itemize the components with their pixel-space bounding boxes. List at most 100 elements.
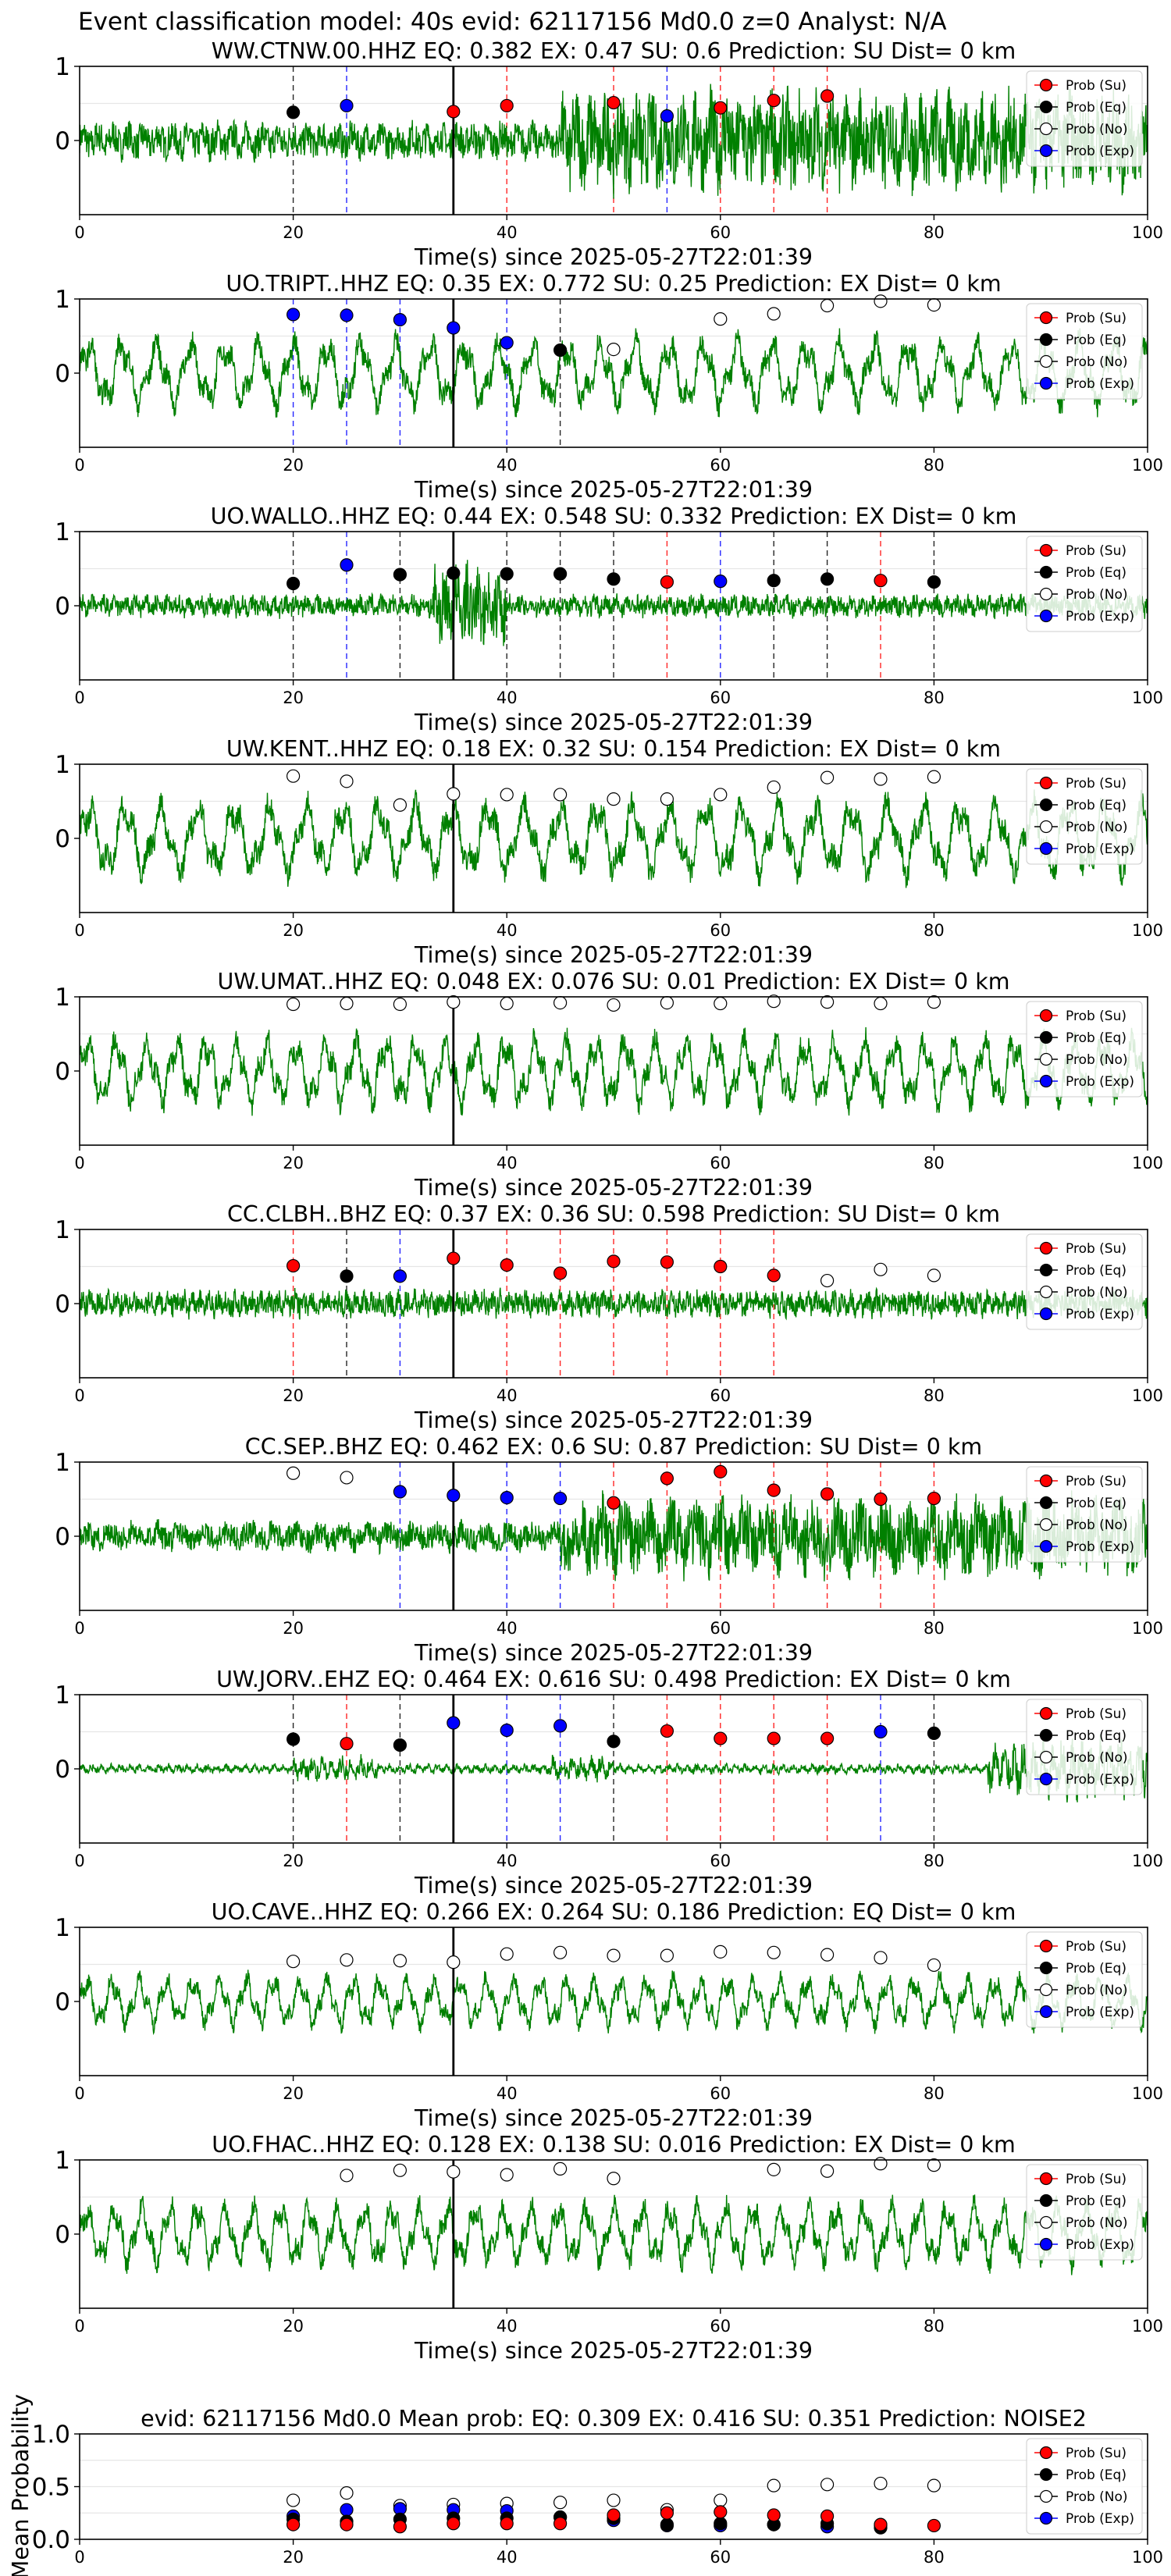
- x-tick-label: 80: [924, 2317, 945, 2336]
- panel-title: WW.CTNW.00.HHZ EQ: 0.382 EX: 0.47 SU: 0.…: [212, 38, 1016, 64]
- y-tick-label: 0: [55, 2221, 70, 2249]
- x-tick-label: 80: [924, 1619, 945, 1638]
- mean-marker-su: [500, 2517, 514, 2531]
- legend-label-su: Prob (Su): [1066, 1241, 1127, 1257]
- x-tick-label: 0: [74, 2084, 84, 2103]
- waveform-trace: [80, 1286, 1148, 1321]
- mean-marker-su: [874, 2517, 888, 2532]
- prob-marker-no: [874, 772, 888, 786]
- legend-marker-eq: [1039, 2194, 1053, 2208]
- prob-marker-eq: [927, 575, 941, 589]
- x-tick-label: 80: [924, 2084, 945, 2103]
- legend-marker-no: [1039, 2215, 1053, 2229]
- prob-marker-no: [820, 770, 835, 785]
- panel-title: UW.KENT..HHZ EQ: 0.18 EX: 0.32 SU: 0.154…: [226, 736, 1001, 762]
- prob-marker-no: [447, 2165, 461, 2179]
- prob-marker-exp: [340, 98, 354, 112]
- prob-marker-su: [553, 1266, 568, 1280]
- legend-label-su: Prob (Su): [1066, 543, 1127, 559]
- legend-marker-eq: [1039, 100, 1053, 114]
- x-tick-label: 60: [710, 2084, 731, 2103]
- prob-marker-eq: [393, 1738, 408, 1752]
- legend-label-su: Prob (Su): [1066, 311, 1127, 326]
- x-tick-label: 40: [497, 1386, 518, 1405]
- x-tick-label: 100: [1132, 688, 1163, 707]
- x-tick-label: 0: [74, 1154, 84, 1172]
- prob-marker-su: [820, 1487, 835, 1501]
- legend-label-exp: Prob (Exp): [1066, 1539, 1134, 1555]
- legend-marker-exp: [1039, 1074, 1053, 1088]
- x-tick-label: 100: [1132, 2548, 1163, 2567]
- mean-marker-su: [820, 2509, 835, 2523]
- x-tick-label: 40: [497, 2084, 518, 2103]
- mean-marker-su: [393, 2520, 408, 2534]
- prob-marker-su: [874, 1492, 888, 1507]
- legend-label-exp: Prob (Exp): [1066, 1074, 1134, 1090]
- prob-marker-no: [393, 1954, 408, 1968]
- legend-marker-su: [1039, 1939, 1053, 1953]
- prob-marker-su: [820, 1731, 835, 1745]
- x-axis-label: Time(s) since 2025-05-27T22:01:39: [414, 1407, 813, 1433]
- prob-marker-no: [660, 792, 674, 806]
- x-tick-label: 20: [283, 921, 304, 940]
- legend-label-no: Prob (No): [1066, 587, 1128, 603]
- x-tick-label: 100: [1132, 1852, 1163, 1870]
- prob-marker-eq: [393, 568, 408, 582]
- legend-label-su: Prob (Su): [1066, 1009, 1127, 1024]
- y-tick-label: 1: [55, 1216, 70, 1244]
- y-tick-label: 0: [55, 1058, 70, 1086]
- x-tick-label: 80: [924, 223, 945, 242]
- prob-marker-su: [340, 1737, 354, 1751]
- x-tick-label: 80: [924, 1386, 945, 1405]
- x-tick-label: 0: [74, 1852, 84, 1870]
- waveform-trace: [80, 328, 1148, 418]
- prob-marker-no: [820, 2164, 835, 2178]
- prob-marker-eq: [767, 574, 781, 588]
- legend-label-no: Prob (No): [1066, 2489, 1128, 2505]
- prob-marker-no: [287, 997, 301, 1012]
- prob-marker-su: [660, 575, 674, 589]
- legend-marker-no: [1039, 587, 1053, 601]
- panel-2: UO.WALLO..HHZ EQ: 0.44 EX: 0.548 SU: 0.3…: [55, 503, 1163, 735]
- legend-box: [1026, 1466, 1143, 1563]
- prob-marker-eq: [447, 566, 461, 580]
- prob-marker-su: [607, 1496, 621, 1510]
- x-tick-label: 60: [710, 2548, 731, 2567]
- mean-marker-no: [927, 2478, 941, 2492]
- x-tick-label: 40: [497, 2548, 518, 2567]
- prob-marker-no: [927, 770, 941, 784]
- legend-marker-exp: [1039, 1772, 1053, 1786]
- prob-marker-su: [927, 1491, 941, 1506]
- prob-marker-exp: [447, 321, 461, 335]
- prob-marker-eq: [340, 1269, 354, 1283]
- prob-marker-no: [820, 995, 835, 1009]
- legend-label-su: Prob (Su): [1066, 78, 1127, 94]
- x-tick-label: 0: [74, 456, 84, 475]
- x-tick-label: 80: [924, 921, 945, 940]
- x-tick-label: 60: [710, 223, 731, 242]
- prob-marker-no: [874, 1262, 888, 1276]
- prob-marker-exp: [393, 1485, 408, 1499]
- y-tick-label: 0.5: [32, 2474, 70, 2502]
- x-tick-label: 40: [497, 2317, 518, 2336]
- legend-label-exp: Prob (Exp): [1066, 609, 1134, 624]
- prob-marker-su: [714, 1464, 728, 1478]
- legend-box: [1026, 768, 1143, 865]
- legend-label-su: Prob (Su): [1066, 2172, 1127, 2187]
- legend-box: [1026, 1931, 1143, 2028]
- legend-label-eq: Prob (Eq): [1066, 333, 1127, 348]
- x-tick-label: 60: [710, 1619, 731, 1638]
- x-axis-label: Time(s) since 2025-05-27T22:01:39: [414, 1175, 813, 1201]
- mean-marker-su: [660, 2506, 674, 2520]
- legend-box: [1026, 303, 1143, 400]
- prob-marker-no: [340, 1471, 354, 1485]
- prob-marker-no: [874, 2157, 888, 2171]
- legend-label-no: Prob (No): [1066, 2215, 1128, 2231]
- prob-marker-no: [340, 2169, 354, 2183]
- mean-marker-su: [607, 2508, 621, 2522]
- prob-marker-no: [767, 307, 781, 321]
- x-tick-label: 60: [710, 1386, 731, 1405]
- prob-marker-exp: [553, 1491, 568, 1506]
- prob-marker-no: [393, 798, 408, 812]
